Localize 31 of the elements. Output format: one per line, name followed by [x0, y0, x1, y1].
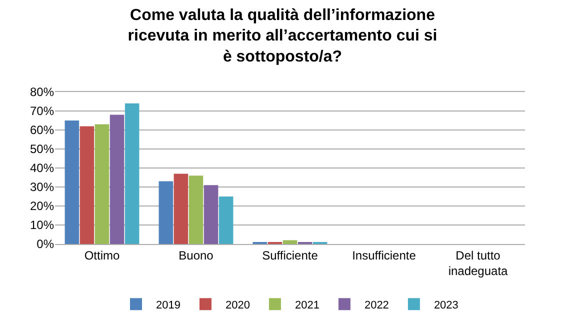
bar	[174, 174, 188, 244]
bar	[64, 120, 80, 244]
chart-title: Come valuta la qualità dell’informazione ricevuta in merito all’accertamento cui si è sottoposto/a?	[128, 6, 438, 66]
y-tick-label: 20%	[30, 199, 54, 214]
legend-label: 2020	[225, 299, 250, 312]
bar	[282, 240, 298, 244]
legend-label: 2022	[364, 299, 389, 312]
bar	[218, 196, 234, 244]
bar	[110, 114, 124, 244]
bar	[188, 176, 204, 244]
x-tick-label: Del tutto inadeguata	[448, 248, 508, 278]
x-tick-label: Ottimo	[84, 248, 120, 262]
x-tick-label: Buono	[178, 248, 214, 262]
x-tick-label: Insufficiente	[352, 248, 416, 262]
bar	[124, 103, 140, 244]
bar	[80, 126, 94, 244]
y-tick-label: 0%	[36, 237, 54, 252]
y-tick-label: 60%	[30, 123, 54, 138]
legend-label: 2019	[156, 299, 180, 312]
y-tick-label: 80%	[30, 85, 54, 100]
y-tick-label: 70%	[30, 104, 54, 118]
y-tick-label: 50%	[30, 142, 54, 156]
bar	[204, 185, 218, 244]
legend-label: 2023	[434, 299, 458, 312]
y-tick-label: 30%	[30, 180, 54, 194]
bar	[94, 124, 110, 244]
y-tick-label: 10%	[30, 218, 54, 232]
bar	[158, 181, 174, 244]
x-tick-label: Sufficiente	[262, 248, 318, 262]
legend-label: 2021	[294, 299, 320, 312]
y-tick-label: 40%	[30, 161, 54, 176]
